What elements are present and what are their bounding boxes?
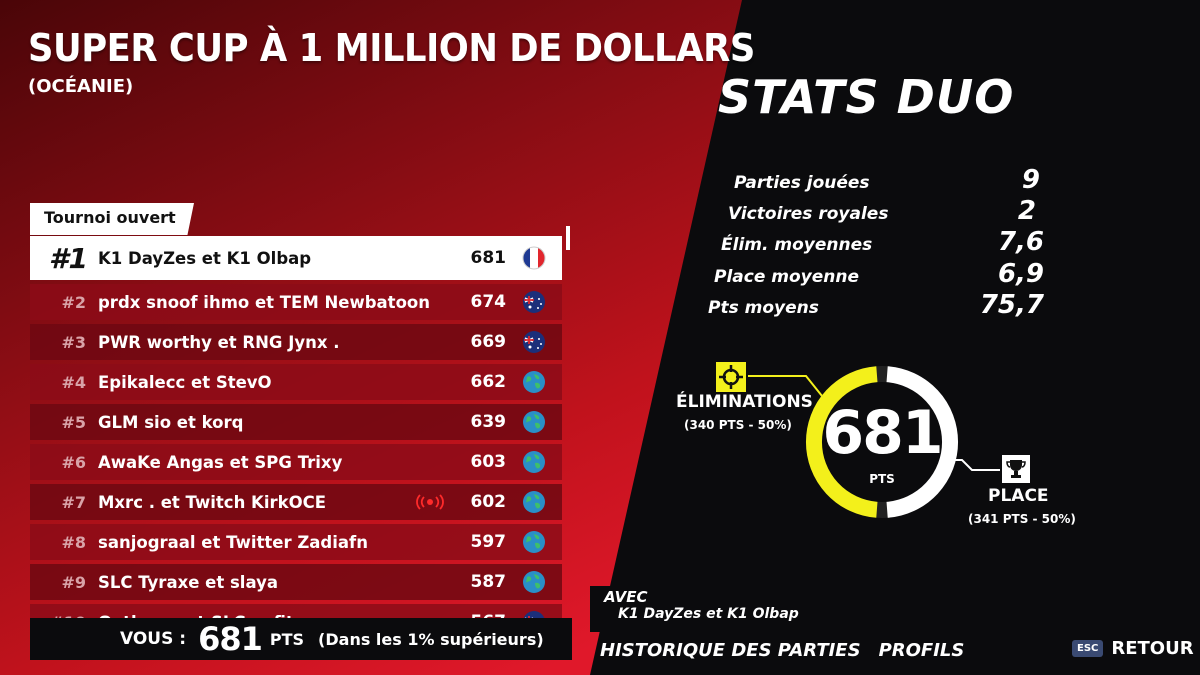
team-points: 639 <box>470 412 507 432</box>
partner-box: AVEC K1 DayZes et K1 Olbap <box>590 586 810 632</box>
leaderboard-row-5[interactable]: #5 GLM sio et korq 639 <box>30 404 562 440</box>
team-points: 603 <box>470 452 507 472</box>
team-name: GLM sio et korq <box>98 412 244 432</box>
rank: #5 <box>61 412 86 432</box>
stat-value-avg-pts: 75,7 <box>979 290 1044 320</box>
stat-value-avg-elims: 7,6 <box>997 227 1044 257</box>
place-points: (341 PTS - 50%) <box>968 512 1076 526</box>
team-points: 669 <box>470 332 507 352</box>
team-name: Mxrc . et Twitch KirkOCE <box>98 492 327 512</box>
total-points-unit: PTS <box>869 472 895 486</box>
place-connector <box>952 459 1000 471</box>
rank: #7 <box>61 492 86 512</box>
team-name: Epikalecc et StevO <box>98 372 272 392</box>
live-stream-icon[interactable] <box>414 493 446 515</box>
stat-label-wins: Victoires royales <box>728 204 889 224</box>
team-name: AwaKe Angas et SPG Trixy <box>98 452 343 472</box>
team-points: 681 <box>470 248 507 268</box>
back-label: RETOUR <box>1111 637 1194 659</box>
points-donut <box>805 366 959 518</box>
region-subtitle: (OCÉANIE) <box>28 76 134 97</box>
team-points: 597 <box>470 532 507 552</box>
you-points: 681 <box>198 620 263 658</box>
rank: #2 <box>61 292 86 312</box>
rank: #9 <box>61 572 86 592</box>
your-score-bar: VOUS : 681 PTS (Dans les 1% supérieurs) <box>30 618 572 660</box>
leaderboard-row-8[interactable]: #8 sanjograal et Twitter Zadiafn 597 <box>30 524 562 560</box>
leaderboard-row-7[interactable]: #7 Mxrc . et Twitch KirkOCE 602 <box>30 484 562 520</box>
team-points: 662 <box>470 372 507 392</box>
partner-names: K1 DayZes et K1 Olbap <box>618 606 799 622</box>
globe-icon <box>506 370 562 394</box>
leaderboard-row-3[interactable]: #3 PWR worthy et RNG Jynx . 669 <box>30 324 562 360</box>
globe-icon <box>506 450 562 474</box>
back-button[interactable]: ESC RETOUR <box>1066 632 1194 664</box>
leaderboard-row-1[interactable]: #1 K1 DayZes et K1 Olbap 681 <box>30 236 562 280</box>
partner-label: AVEC <box>604 588 648 606</box>
eliminations-connector <box>748 375 823 397</box>
globe-icon <box>506 490 562 514</box>
page-title: SUPER CUP À 1 MILLION DE DOLLARS <box>28 26 755 70</box>
place-label: PLACE <box>988 486 1049 506</box>
tournament-tag: Tournoi ouvert <box>30 203 194 235</box>
eliminations-label: ÉLIMINATIONS <box>676 392 813 412</box>
stat-label-avg-place: Place moyenne <box>714 267 860 287</box>
team-name: SLC Tyraxe et slaya <box>98 572 278 592</box>
you-points-unit: PTS <box>269 629 305 649</box>
rank: #1 <box>49 241 88 275</box>
leaderboard-row-9[interactable]: #9 SLC Tyraxe et slaya 587 <box>30 564 562 600</box>
france-flag <box>506 246 562 270</box>
donut-eliminations-arc <box>805 366 878 518</box>
leaderboard: #1 K1 DayZes et K1 Olbap 681 #2 prdx sno… <box>30 236 562 628</box>
team-name: prdx snoof ihmo et TEM Newbatoon <box>98 292 430 312</box>
you-label: VOUS : <box>120 629 187 649</box>
stat-label-avg-elims: Élim. moyennes <box>721 235 873 255</box>
stat-value-wins: 2 <box>1017 196 1036 226</box>
profiles-button[interactable]: PROFILS <box>878 639 965 661</box>
team-points: 602 <box>470 492 507 512</box>
globe-icon <box>506 530 562 554</box>
total-points: 681 <box>822 398 943 468</box>
leaderboard-scrollbar[interactable] <box>566 226 570 250</box>
team-points: 587 <box>470 572 507 592</box>
rank: #4 <box>61 372 86 392</box>
donut-place-arc <box>886 366 959 518</box>
rank: #6 <box>61 452 86 472</box>
leaderboard-row-6[interactable]: #6 AwaKe Angas et SPG Trixy 603 <box>30 444 562 480</box>
team-name: PWR worthy et RNG Jynx . <box>98 332 340 352</box>
australia-flag <box>506 290 562 314</box>
leaderboard-row-2[interactable]: #2 prdx snoof ihmo et TEM Newbatoon 674 <box>30 284 562 320</box>
stat-label-avg-pts: Pts moyens <box>708 298 819 318</box>
globe-icon <box>506 570 562 594</box>
esc-key-icon: ESC <box>1072 639 1104 657</box>
stat-label-games: Parties jouées <box>734 173 870 193</box>
crosshair-icon <box>716 362 746 396</box>
rank: #3 <box>61 332 86 352</box>
australia-flag <box>506 330 562 354</box>
bottom-nav: HISTORIQUE DES PARTIES PROFILS <box>600 633 964 667</box>
match-history-button[interactable]: HISTORIQUE DES PARTIES <box>600 639 861 661</box>
eliminations-points: (340 PTS - 50%) <box>684 418 792 432</box>
team-points: 674 <box>470 292 507 312</box>
you-percentile: (Dans les 1% supérieurs) <box>318 629 544 649</box>
team-name: sanjograal et Twitter Zadiafn <box>98 532 368 552</box>
rank: #8 <box>61 532 86 552</box>
leaderboard-row-4[interactable]: #4 Epikalecc et StevO 662 <box>30 364 562 400</box>
stats-title: STATS DUO <box>718 70 1015 124</box>
stat-value-avg-place: 6,9 <box>997 259 1044 289</box>
team-name: K1 DayZes et K1 Olbap <box>98 248 312 268</box>
trophy-icon <box>1002 455 1030 487</box>
stat-value-games: 9 <box>1021 165 1040 195</box>
globe-icon <box>506 410 562 434</box>
